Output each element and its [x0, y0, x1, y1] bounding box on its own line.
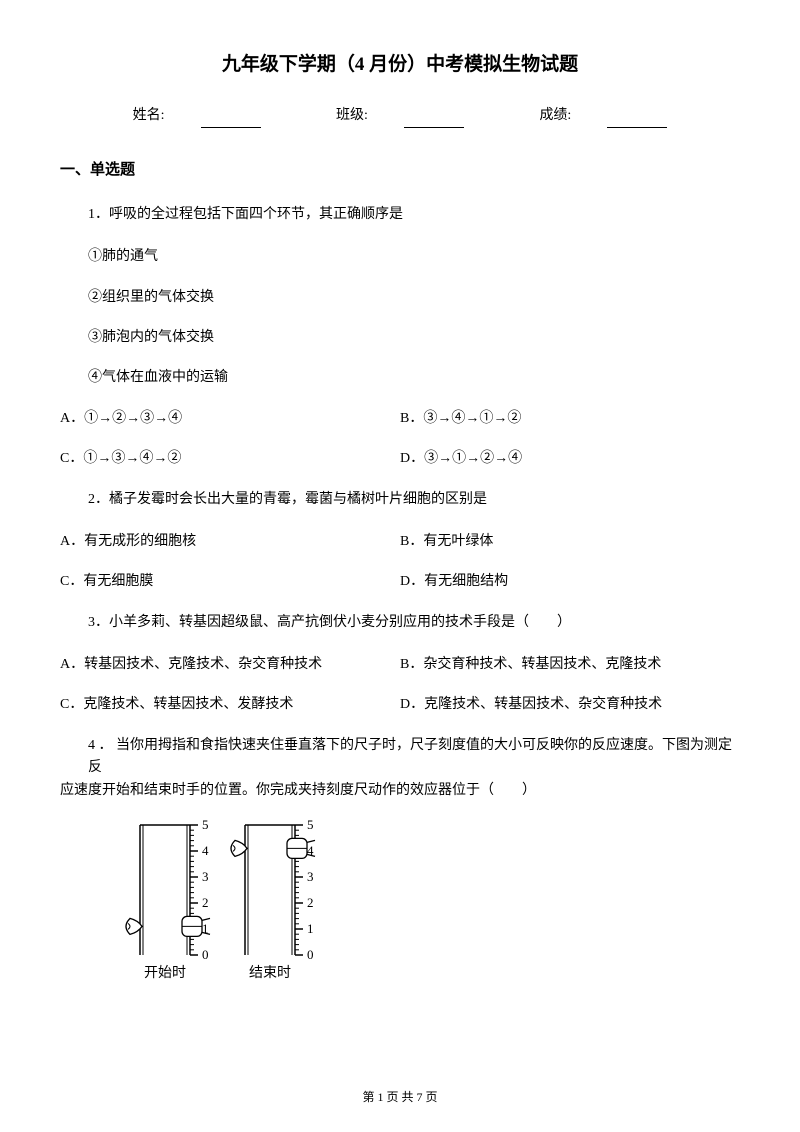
svg-text:2: 2	[202, 895, 209, 910]
q2-stem: 2．橘子发霉时会长出大量的青霉，霉菌与橘树叶片细胞的区别是	[60, 489, 740, 511]
class-label: 班级:	[336, 105, 368, 127]
svg-text:0: 0	[202, 947, 209, 962]
svg-text:开始时: 开始时	[144, 965, 186, 981]
q1-item3: ③肺泡内的气体交换	[60, 327, 740, 349]
q2-options-row1: A．有无成形的细胞核 B．有无叶绿体	[60, 531, 740, 553]
q3-options-row1: A．转基因技术、克隆技术、杂交育种技术 B．杂交育种技术、转基因技术、克隆技术	[60, 654, 740, 676]
q3-optD: D．克隆技术、转基因技术、杂交育种技术	[400, 694, 740, 716]
header-row: 姓名: 班级: 成绩:	[60, 105, 740, 127]
svg-text:3: 3	[202, 869, 209, 884]
q2-optB: B．有无叶绿体	[400, 531, 740, 553]
page-title: 九年级下学期（4 月份）中考模拟生物试题	[60, 50, 740, 80]
section-title: 一、单选题	[60, 158, 740, 182]
q1-stem: 1．呼吸的全过程包括下面四个环节，其正确顺序是	[60, 204, 740, 226]
q3-options-row2: C．克隆技术、转基因技术、发酵技术 D．克隆技术、转基因技术、杂交育种技术	[60, 694, 740, 716]
svg-text:结束时: 结束时	[249, 965, 291, 981]
q3-optB: B．杂交育种技术、转基因技术、克隆技术	[400, 654, 740, 676]
q1-item1: ①肺的通气	[60, 246, 740, 268]
q3-stem: 3．小羊多莉、转基因超级鼠、高产抗倒伏小麦分别应用的技术手段是（ ）	[60, 612, 740, 634]
score-field: 成绩:	[521, 105, 685, 127]
q1-optC: C．①→③→④→②	[60, 448, 400, 470]
q3-optA: A．转基因技术、克隆技术、杂交育种技术	[60, 654, 400, 676]
svg-text:3: 3	[307, 869, 314, 884]
q1-optD: D．③→①→②→④	[400, 448, 740, 470]
q1-item4: ④气体在血液中的运输	[60, 367, 740, 389]
q2-optD: D．有无细胞结构	[400, 571, 740, 593]
score-label: 成绩:	[539, 105, 571, 127]
svg-text:0: 0	[307, 947, 314, 962]
q2-options-row2: C．有无细胞膜 D．有无细胞结构	[60, 571, 740, 593]
q2-optC: C．有无细胞膜	[60, 571, 400, 593]
class-field: 班级:	[318, 105, 482, 127]
ruler-diagram-container: 543210开始时543210结束时	[120, 820, 740, 993]
q1-optA: A．①→②→③→④	[60, 408, 400, 430]
class-blank	[404, 114, 464, 128]
name-field: 姓名:	[115, 105, 279, 127]
page-footer: 第 1 页 共 7 页	[0, 1088, 800, 1107]
svg-text:1: 1	[307, 921, 314, 936]
ruler-diagram: 543210开始时543210结束时	[120, 820, 330, 985]
name-blank	[201, 114, 261, 128]
q1-item2: ②组织里的气体交换	[60, 287, 740, 309]
score-blank	[607, 114, 667, 128]
svg-text:5: 5	[202, 820, 209, 832]
q4-stem1: 4 ． 当你用拇指和食指快速夹住垂直落下的尺子时，尺子刻度值的大小可反映你的反应…	[60, 735, 740, 780]
svg-text:2: 2	[307, 895, 314, 910]
svg-text:4: 4	[202, 843, 209, 858]
q3-optC: C．克隆技术、转基因技术、发酵技术	[60, 694, 400, 716]
q1-options-row2: C．①→③→④→② D．③→①→②→④	[60, 448, 740, 470]
q1-optB: B．③→④→①→②	[400, 408, 740, 430]
svg-text:5: 5	[307, 820, 314, 832]
q4-stem2: 应速度开始和结束时手的位置。你完成夹持刻度尺动作的效应器位于（ ）	[60, 780, 740, 802]
name-label: 姓名:	[133, 105, 165, 127]
q1-options-row1: A．①→②→③→④ B．③→④→①→②	[60, 408, 740, 430]
q2-optA: A．有无成形的细胞核	[60, 531, 400, 553]
